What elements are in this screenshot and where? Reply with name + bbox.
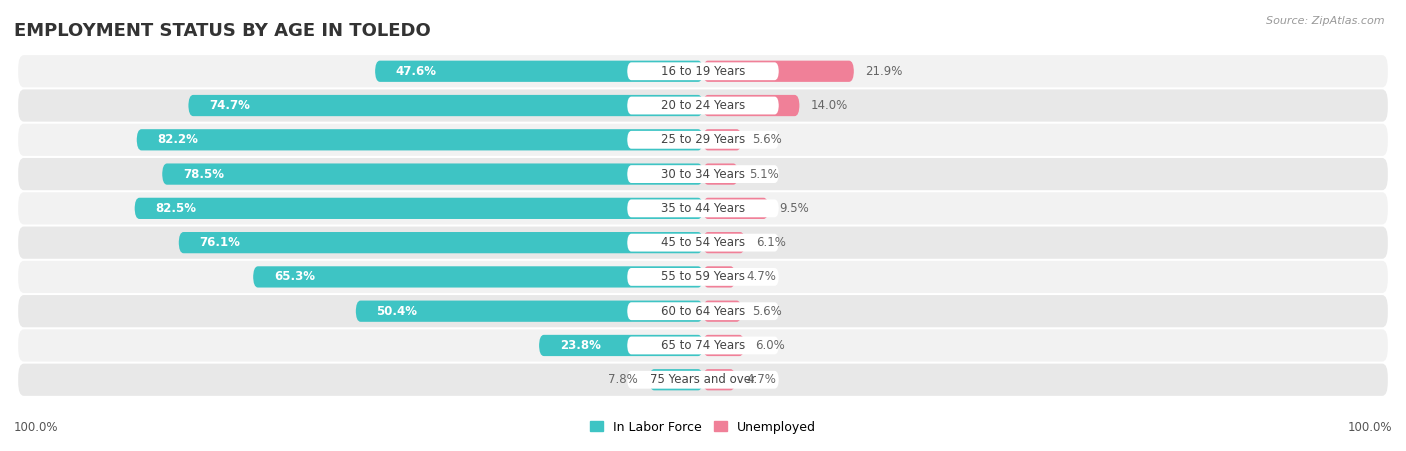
FancyBboxPatch shape xyxy=(703,232,745,253)
FancyBboxPatch shape xyxy=(18,261,1388,293)
Text: 45 to 54 Years: 45 to 54 Years xyxy=(661,236,745,249)
FancyBboxPatch shape xyxy=(356,300,703,322)
FancyBboxPatch shape xyxy=(135,198,703,219)
FancyBboxPatch shape xyxy=(627,336,779,354)
Text: 21.9%: 21.9% xyxy=(865,65,903,78)
Text: 25 to 29 Years: 25 to 29 Years xyxy=(661,133,745,146)
Text: 16 to 19 Years: 16 to 19 Years xyxy=(661,65,745,78)
FancyBboxPatch shape xyxy=(18,226,1388,259)
Text: 6.1%: 6.1% xyxy=(756,236,786,249)
FancyBboxPatch shape xyxy=(703,266,735,288)
Text: 4.7%: 4.7% xyxy=(747,271,776,283)
Text: 20 to 24 Years: 20 to 24 Years xyxy=(661,99,745,112)
FancyBboxPatch shape xyxy=(627,234,779,252)
Text: 75 Years and over: 75 Years and over xyxy=(650,373,756,386)
Text: 5.6%: 5.6% xyxy=(752,133,782,146)
Text: 47.6%: 47.6% xyxy=(395,65,437,78)
Text: 65.3%: 65.3% xyxy=(274,271,315,283)
FancyBboxPatch shape xyxy=(375,60,703,82)
FancyBboxPatch shape xyxy=(18,158,1388,190)
Text: 60 to 64 Years: 60 to 64 Years xyxy=(661,305,745,318)
FancyBboxPatch shape xyxy=(18,295,1388,327)
FancyBboxPatch shape xyxy=(703,369,735,391)
FancyBboxPatch shape xyxy=(627,62,779,80)
FancyBboxPatch shape xyxy=(703,95,800,116)
FancyBboxPatch shape xyxy=(18,124,1388,156)
Text: 100.0%: 100.0% xyxy=(14,421,59,434)
FancyBboxPatch shape xyxy=(703,163,738,185)
FancyBboxPatch shape xyxy=(627,165,779,183)
Text: 74.7%: 74.7% xyxy=(209,99,250,112)
Text: 14.0%: 14.0% xyxy=(810,99,848,112)
Text: 82.5%: 82.5% xyxy=(155,202,197,215)
Text: 7.8%: 7.8% xyxy=(609,373,638,386)
Text: 30 to 34 Years: 30 to 34 Years xyxy=(661,168,745,180)
FancyBboxPatch shape xyxy=(703,129,741,151)
Text: 5.6%: 5.6% xyxy=(752,305,782,318)
FancyBboxPatch shape xyxy=(627,268,779,286)
Text: 5.1%: 5.1% xyxy=(749,168,779,180)
FancyBboxPatch shape xyxy=(627,131,779,149)
FancyBboxPatch shape xyxy=(179,232,703,253)
Text: 23.8%: 23.8% xyxy=(560,339,600,352)
FancyBboxPatch shape xyxy=(188,95,703,116)
Text: 55 to 59 Years: 55 to 59 Years xyxy=(661,271,745,283)
FancyBboxPatch shape xyxy=(253,266,703,288)
FancyBboxPatch shape xyxy=(627,97,779,115)
FancyBboxPatch shape xyxy=(162,163,703,185)
FancyBboxPatch shape xyxy=(703,300,741,322)
Text: 78.5%: 78.5% xyxy=(183,168,224,180)
FancyBboxPatch shape xyxy=(18,364,1388,396)
Text: 100.0%: 100.0% xyxy=(1347,421,1392,434)
FancyBboxPatch shape xyxy=(18,329,1388,362)
FancyBboxPatch shape xyxy=(703,198,769,219)
Legend: In Labor Force, Unemployed: In Labor Force, Unemployed xyxy=(585,416,821,439)
FancyBboxPatch shape xyxy=(136,129,703,151)
Text: 35 to 44 Years: 35 to 44 Years xyxy=(661,202,745,215)
Text: EMPLOYMENT STATUS BY AGE IN TOLEDO: EMPLOYMENT STATUS BY AGE IN TOLEDO xyxy=(14,23,430,41)
Text: 65 to 74 Years: 65 to 74 Years xyxy=(661,339,745,352)
Text: 9.5%: 9.5% xyxy=(779,202,810,215)
Text: 82.2%: 82.2% xyxy=(157,133,198,146)
FancyBboxPatch shape xyxy=(650,369,703,391)
Text: 4.7%: 4.7% xyxy=(747,373,776,386)
FancyBboxPatch shape xyxy=(703,60,853,82)
FancyBboxPatch shape xyxy=(703,335,744,356)
FancyBboxPatch shape xyxy=(18,89,1388,122)
FancyBboxPatch shape xyxy=(627,199,779,217)
FancyBboxPatch shape xyxy=(627,302,779,320)
FancyBboxPatch shape xyxy=(18,55,1388,87)
Text: 76.1%: 76.1% xyxy=(200,236,240,249)
Text: 6.0%: 6.0% xyxy=(755,339,785,352)
FancyBboxPatch shape xyxy=(538,335,703,356)
FancyBboxPatch shape xyxy=(627,371,779,389)
Text: Source: ZipAtlas.com: Source: ZipAtlas.com xyxy=(1267,16,1385,26)
Text: 50.4%: 50.4% xyxy=(377,305,418,318)
FancyBboxPatch shape xyxy=(18,192,1388,225)
